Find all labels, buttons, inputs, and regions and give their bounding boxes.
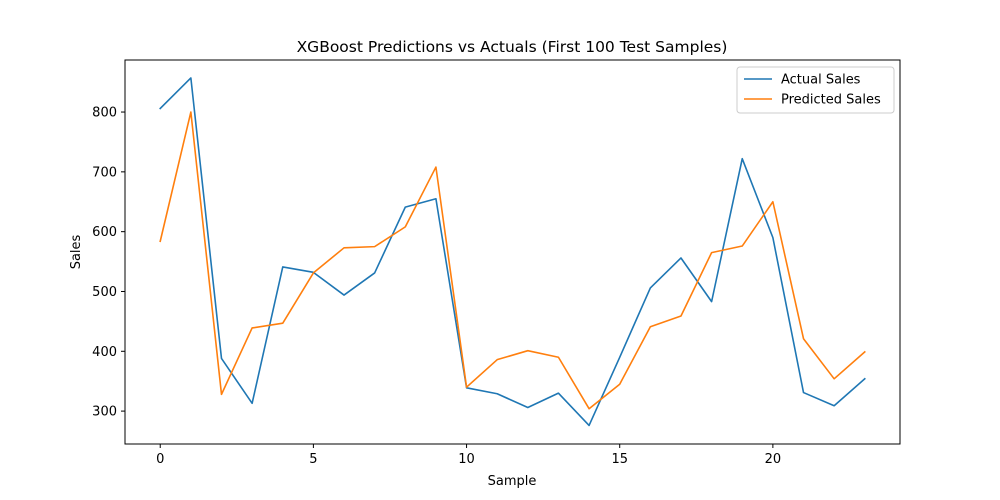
y-tick-label: 400	[92, 345, 117, 360]
plot-frame	[124, 59, 901, 445]
x-tick-label: 5	[309, 452, 317, 467]
legend-label-predicted: Predicted Sales	[781, 93, 881, 108]
legend-label-actual: Actual Sales	[781, 73, 861, 88]
chart-title: XGBoost Predictions vs Actuals (First 10…	[297, 38, 728, 56]
y-tick-label: 300	[92, 405, 117, 420]
y-axis: 300 400 500 600 700 800	[92, 106, 125, 420]
x-axis-label: Sample	[488, 474, 537, 489]
x-tick-label: 20	[765, 452, 782, 467]
y-tick-label: 800	[92, 106, 117, 121]
y-axis-label: Sales	[69, 234, 84, 269]
series-line-actual-sales	[159, 77, 866, 427]
x-tick-label: 10	[458, 452, 475, 467]
legend: Actual Sales Predicted Sales	[736, 66, 895, 114]
y-tick-label: 700	[92, 165, 117, 180]
legend-box	[736, 66, 895, 114]
plot-area	[124, 59, 901, 445]
x-tick-label: 15	[611, 452, 628, 467]
series-layer	[159, 77, 866, 427]
y-tick-label: 600	[92, 225, 117, 240]
y-tick-label: 500	[92, 285, 117, 300]
x-tick-label: 0	[156, 452, 164, 467]
series-line-predicted-sales	[159, 111, 866, 410]
x-axis: 0 5 10 15 20	[156, 444, 781, 467]
